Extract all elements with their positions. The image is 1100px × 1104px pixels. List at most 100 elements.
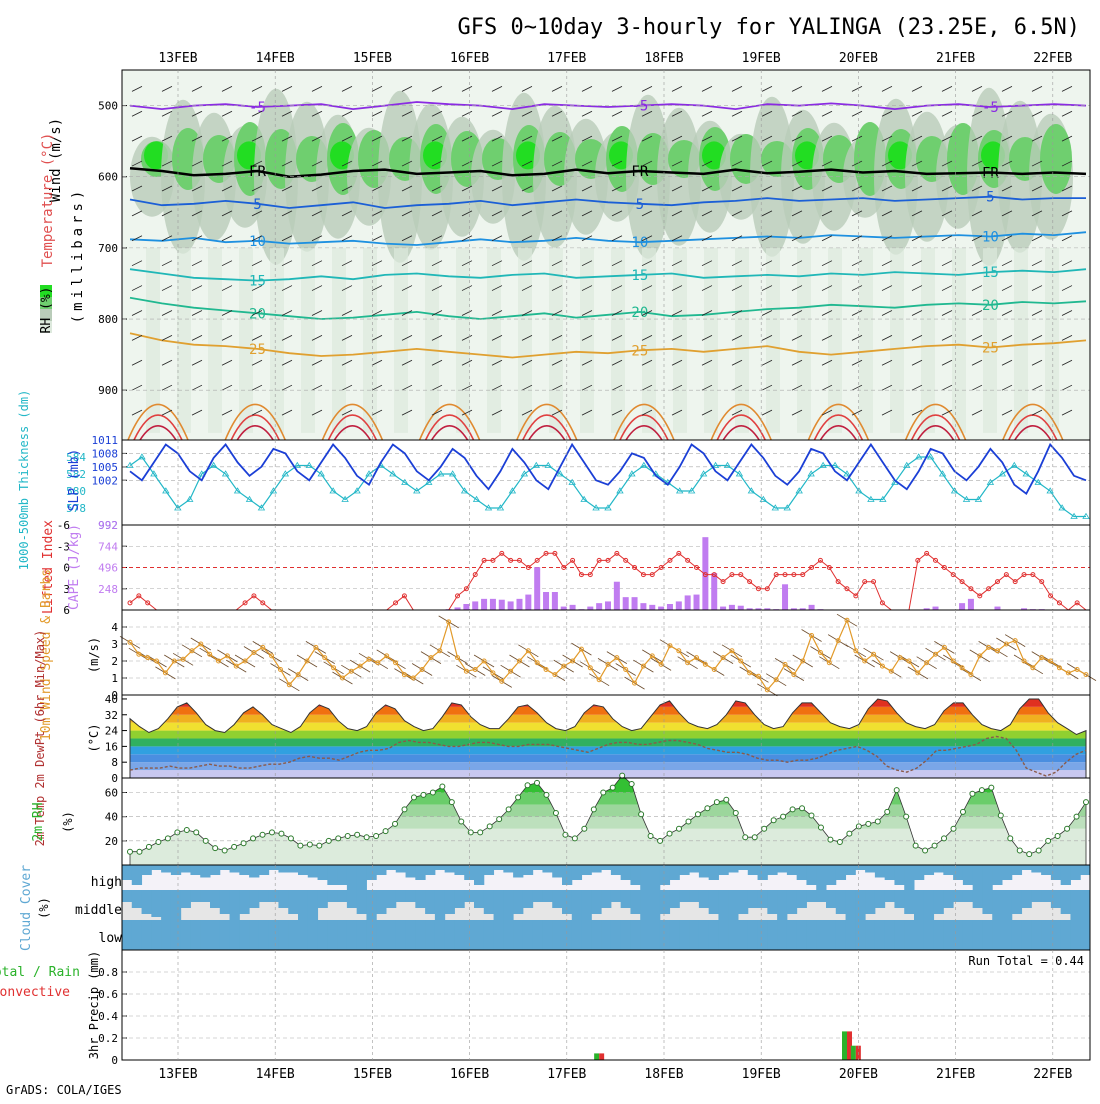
wind-barb: [551, 260, 563, 267]
wind-barb: [641, 110, 653, 117]
wind-speed-point: [357, 663, 363, 669]
cloud-cell-high: [454, 865, 465, 875]
wind-barb: [761, 335, 773, 341]
cloud-cell-middle: [747, 890, 759, 908]
precip-ylabel-3hr: 3hr Precip (mm): [87, 951, 101, 1059]
cloud-cell-low: [161, 920, 172, 950]
wind-speed-point: [366, 656, 372, 662]
wind-barb: [641, 235, 653, 242]
temp-contour-warm: [910, 414, 961, 441]
li-point: [879, 600, 885, 606]
wind-barb: [371, 335, 383, 341]
wind-barb: [611, 110, 623, 117]
cloud-cell-high: [865, 865, 876, 873]
wind-barb: [971, 185, 983, 192]
cape-bar: [649, 604, 656, 610]
wind-barb: [341, 285, 353, 291]
wind-barb: [521, 160, 533, 167]
cloud-cell-middle: [513, 890, 524, 914]
rh-point: [183, 826, 190, 833]
cloud-cell-middle: [219, 890, 231, 914]
rh-area: [797, 247, 811, 433]
cloud-cell-high: [708, 865, 719, 880]
wind-barb: [1061, 384, 1073, 391]
wind-barb: [851, 359, 863, 366]
rh-point: [912, 842, 919, 849]
cloud-cell-low: [1021, 920, 1032, 950]
wind-speed-point: [941, 644, 947, 650]
li-point: [1039, 579, 1045, 585]
wind-barb: [281, 409, 293, 416]
li-point: [1030, 572, 1036, 578]
date-label-bottom: 14FEB: [256, 1067, 295, 1082]
cloud-cell-middle: [180, 890, 191, 908]
cloud-cell-high: [513, 865, 524, 878]
cloud-cell-low: [796, 920, 807, 950]
y-tick-label: 992: [98, 519, 118, 532]
wind-barb: [821, 110, 833, 117]
wind-speed-point: [154, 658, 160, 664]
cloud-cell-middle: [933, 890, 944, 914]
wind-speed-point: [640, 663, 646, 669]
rh-area: [332, 247, 346, 433]
rh-point: [865, 820, 872, 827]
y-tick-label: 40: [105, 693, 118, 706]
rh-point: [657, 837, 664, 844]
rh-area: [1045, 247, 1059, 433]
wind-barb: [701, 310, 713, 316]
cloud-cell-high: [943, 865, 954, 875]
cloud-cell-low: [718, 920, 729, 950]
wind-barb: [611, 359, 623, 366]
rh-point: [316, 842, 323, 849]
li-point: [525, 565, 531, 570]
wind-speed-point: [145, 655, 151, 661]
wind-barb: [371, 85, 383, 92]
thickness-point: [831, 461, 839, 468]
wind-barb: [641, 384, 653, 391]
wind-barb: [371, 359, 383, 366]
rh-band: [130, 828, 1086, 865]
cloud-cell-middle: [601, 890, 612, 908]
wind-barb: [1031, 210, 1043, 217]
li-point: [614, 550, 620, 556]
wind-barb: [671, 409, 683, 416]
rh-point: [363, 834, 370, 841]
cloud-cell-middle: [884, 890, 895, 902]
sounding-ylabel-wind: Wind (m/s): [48, 118, 64, 202]
cloud-cell-middle: [1041, 890, 1052, 902]
cloud-cell-low: [288, 920, 299, 950]
cloud-cell-low: [210, 920, 221, 950]
wind-barb: [431, 160, 443, 167]
li-point: [1048, 593, 1054, 599]
wind-barb: [941, 310, 953, 316]
rh-point: [799, 805, 806, 812]
cloud-cell-low: [816, 920, 827, 950]
wind-speed-point: [446, 619, 452, 625]
wind-speed-point: [809, 633, 815, 638]
temp-contour--5: [129, 101, 1087, 111]
cape-bar: [631, 597, 638, 610]
wind-barb: [581, 335, 593, 341]
wind-barb: [191, 335, 203, 341]
cloud-cell-middle: [659, 890, 671, 914]
wind-barb: [461, 310, 473, 316]
cloud-cell-middle: [298, 890, 309, 920]
cloud-ylabel: Cloud Cover: [19, 865, 34, 951]
cloud-cell-high: [415, 865, 426, 880]
wind-barb: [1061, 210, 1073, 217]
li-point: [260, 600, 266, 606]
wind-barb: [911, 384, 923, 391]
y-tick-label: 1005: [92, 461, 119, 474]
y-tick-label: 4: [111, 621, 118, 634]
wind-barb: [1061, 310, 1073, 316]
wind-barb: [671, 85, 683, 92]
wind-barb: [881, 285, 893, 291]
wind-barb: [611, 285, 623, 291]
cloud-cell-middle: [376, 890, 387, 914]
thickness-point: [926, 453, 935, 460]
li-point: [136, 593, 142, 599]
wind-speed-point: [348, 668, 354, 674]
cloud-cell-high: [268, 865, 279, 870]
wind-barb: [851, 285, 863, 291]
li-point: [499, 550, 505, 556]
